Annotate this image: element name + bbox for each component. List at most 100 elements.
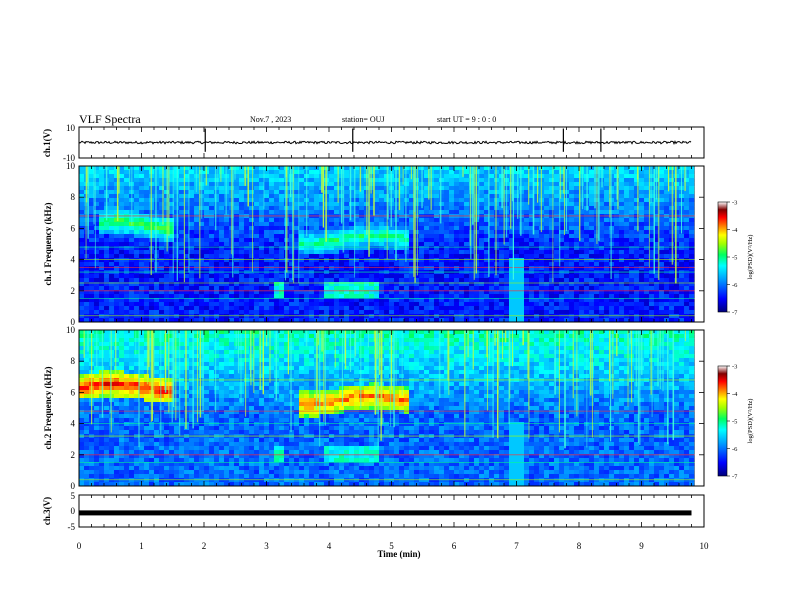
spectrogram-cell	[269, 182, 275, 187]
spectrogram-cell	[444, 218, 450, 223]
spectrogram-cell	[414, 286, 420, 291]
spectrogram-cell	[589, 246, 595, 251]
spectrogram-cell	[199, 302, 205, 307]
spectrogram-cell	[159, 194, 165, 199]
spectrogram-cell	[524, 190, 530, 195]
spectrogram-cell	[689, 274, 695, 279]
spectrogram-cell	[664, 278, 670, 283]
spectrogram-cell	[499, 302, 505, 307]
spectrogram-cell	[514, 246, 520, 251]
spectrogram-cell	[144, 286, 150, 291]
spectrogram-cell	[99, 178, 105, 183]
spectrogram-cell	[364, 242, 370, 247]
spectrogram-cell	[254, 182, 260, 187]
spectrogram-cell	[124, 238, 130, 243]
spectrogram-cell	[384, 298, 390, 303]
spectrogram-cell	[209, 246, 215, 251]
spectrogram-cell	[479, 266, 485, 271]
spectrogram-cell	[654, 278, 660, 283]
spectrogram-cell	[504, 310, 510, 315]
spectrogram-cell	[364, 294, 370, 299]
spectrogram-cell	[229, 254, 235, 259]
spectrogram-cell	[599, 298, 605, 303]
spectrogram-cell	[304, 238, 310, 243]
spectrogram-cell	[409, 218, 415, 223]
spectrogram-cell	[509, 246, 515, 251]
spectrogram-cell	[249, 190, 255, 195]
spectrogram-cell	[394, 286, 400, 291]
spectrogram-cell	[514, 258, 520, 263]
spectrogram-cell	[274, 186, 280, 191]
spectrogram-cell	[339, 278, 345, 283]
spectrogram-cell	[194, 250, 200, 255]
spectrogram-cell	[659, 222, 665, 227]
spectrogram-cell	[154, 294, 160, 299]
spectrogram-cell	[674, 202, 680, 207]
spectrogram-cell	[99, 218, 105, 223]
spectrogram-cell	[464, 282, 470, 287]
spectrogram-cell	[539, 286, 545, 291]
spectrogram-cell	[294, 290, 300, 295]
spectrogram-cell	[644, 254, 650, 259]
spectrogram-cell	[434, 262, 440, 267]
spectrogram-cell	[174, 218, 180, 223]
spectrogram-cell	[319, 262, 325, 267]
spectrogram-cell	[389, 266, 395, 271]
spectrogram-cell	[294, 182, 300, 187]
spectrogram-cell	[444, 254, 450, 259]
spectrogram-cell	[524, 290, 530, 295]
spectrogram-cell	[629, 262, 635, 267]
spectrogram-cell	[354, 206, 360, 211]
spectrogram-cell	[509, 174, 515, 179]
spectrogram-cell	[579, 234, 585, 239]
spectrogram-cell	[204, 278, 210, 283]
spectrogram-cell	[309, 242, 315, 247]
spectrogram-cell	[519, 294, 525, 299]
spectrogram-cell	[464, 290, 470, 295]
spectrogram-cell	[599, 242, 605, 247]
spectrogram-cell	[259, 306, 265, 311]
spectrogram-cell	[214, 306, 220, 311]
spectrogram-cell	[509, 286, 515, 291]
spectrogram-cell	[569, 198, 575, 203]
spectrogram-cell	[179, 286, 185, 291]
spectrogram-cell	[364, 290, 370, 295]
spectrogram-cell	[479, 238, 485, 243]
spectrogram-cell	[259, 282, 265, 287]
spectrogram-cell	[184, 306, 190, 311]
spectrogram-cell	[189, 250, 195, 255]
spectrogram-cell	[409, 206, 415, 211]
spectrogram-cell	[669, 226, 675, 231]
spectrogram-cell	[104, 250, 110, 255]
spectrogram-cell	[549, 306, 555, 311]
spectrogram-cell	[519, 182, 525, 187]
spectrogram-cell	[329, 246, 335, 251]
spectrogram-cell	[414, 242, 420, 247]
spectrogram-cell	[419, 258, 425, 263]
spectrogram-cell	[684, 210, 690, 215]
spectrogram-cell	[644, 194, 650, 199]
spectrogram-cell	[604, 298, 610, 303]
spectrogram-cell	[534, 302, 540, 307]
spectrogram-cell	[574, 306, 580, 311]
spectrogram-cell	[89, 198, 95, 203]
spectrogram-cell	[604, 190, 610, 195]
spectrogram-cell	[224, 258, 230, 263]
spectrogram-cell	[209, 258, 215, 263]
spectrogram-cell	[484, 290, 490, 295]
spectrogram-cell	[534, 206, 540, 211]
spectrogram-cell	[674, 318, 680, 323]
spectrogram-cell	[464, 218, 470, 223]
spectrogram-cell	[229, 302, 235, 307]
spectrogram-cell	[119, 310, 125, 315]
spectrogram-cell	[259, 250, 265, 255]
spectrogram-cell	[94, 234, 100, 239]
spectrogram-cell	[664, 266, 670, 271]
spectrogram-cell	[459, 190, 465, 195]
spectrogram-cell	[489, 190, 495, 195]
spectrogram-cell	[199, 222, 205, 227]
spectrogram-cell	[279, 274, 285, 279]
spectrogram-cell	[234, 198, 240, 203]
spectrogram-cell	[449, 318, 455, 323]
spectrogram-cell	[204, 254, 210, 259]
